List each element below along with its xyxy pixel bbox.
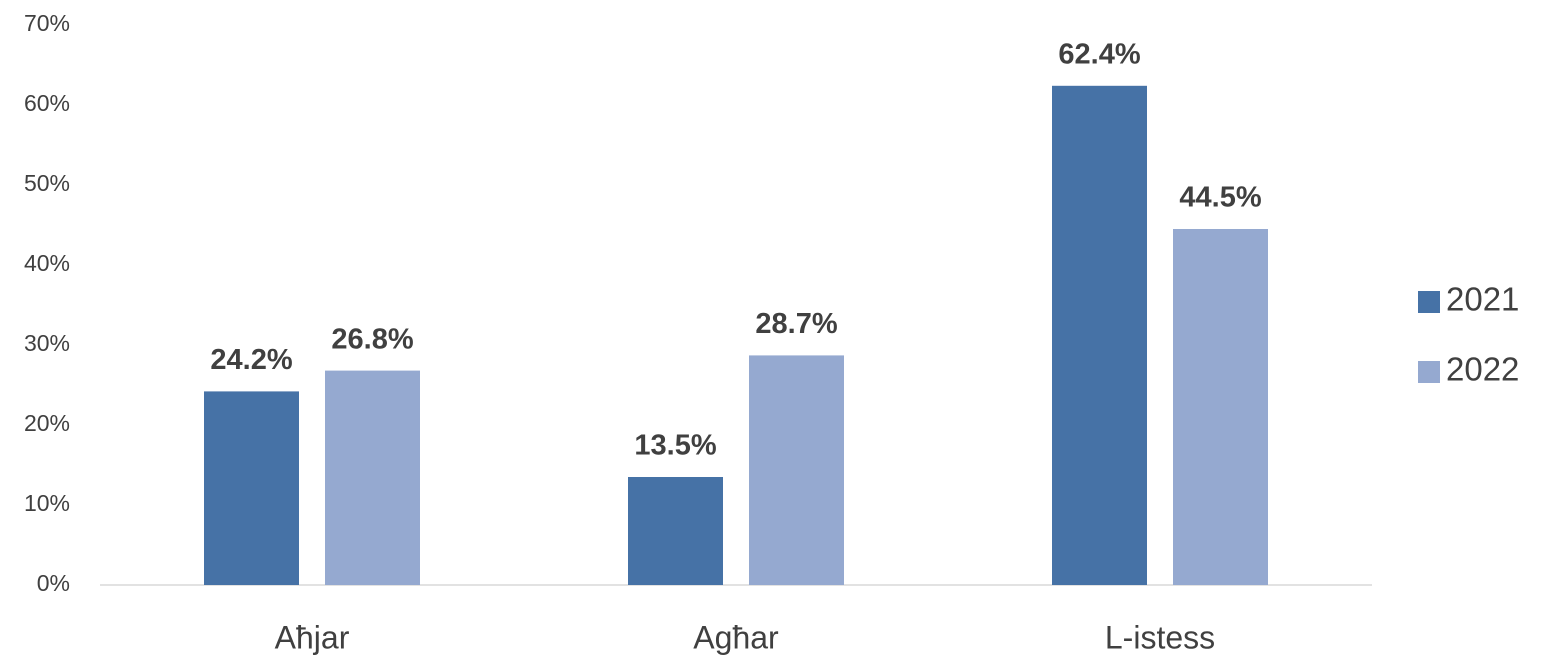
data-label: 62.4% [1058,38,1140,70]
data-label: 24.2% [210,344,292,376]
y-tick-label: 20% [24,410,70,436]
bar [628,477,723,585]
data-label: 44.5% [1179,182,1261,214]
data-label: 26.8% [331,323,413,355]
legend-swatch [1418,291,1440,313]
x-tick-label: Aħjar [275,619,350,655]
legend-swatch [1418,361,1440,383]
y-tick-label: 10% [24,490,70,516]
y-tick-label: 40% [24,250,70,276]
x-tick-label: Agħar [693,619,779,655]
legend-label: 2021 [1446,281,1519,318]
bar [749,355,844,585]
bar [1173,229,1268,585]
y-tick-label: 70% [24,10,70,36]
x-tick-label: L-istess [1105,619,1215,655]
y-tick-label: 0% [37,570,70,596]
data-label: 13.5% [634,430,716,462]
data-label: 28.7% [755,308,837,340]
bar [325,370,420,585]
bar [1052,85,1147,586]
y-tick-label: 50% [24,170,70,196]
y-tick-label: 60% [24,90,70,116]
legend-label: 2022 [1446,351,1519,388]
bar [204,391,299,585]
y-tick-label: 30% [24,330,70,356]
